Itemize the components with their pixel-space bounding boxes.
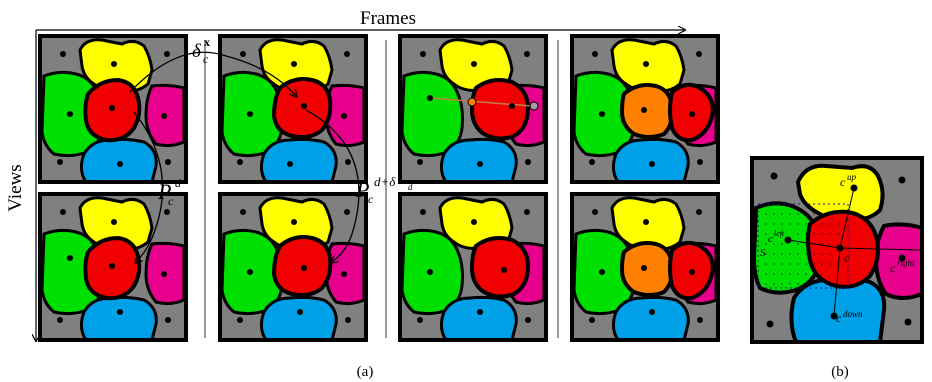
- tile-view2-frame3: [398, 192, 548, 342]
- tile-view1-frame3: [398, 34, 548, 184]
- delta-annotation: δ c x: [192, 35, 210, 66]
- c-center-label: c: [844, 251, 850, 265]
- svg-text:P: P: [157, 179, 171, 204]
- s-label: S: [760, 247, 766, 259]
- c-right-sup: right: [897, 258, 915, 268]
- views-label: Views: [5, 164, 26, 211]
- c-up-sup: up: [847, 172, 857, 182]
- svg-text:d: d: [408, 182, 413, 192]
- svg-text:c: c: [168, 194, 174, 208]
- frames-label: Frames: [360, 8, 416, 29]
- svg-text:δ: δ: [192, 41, 202, 62]
- tile-view1-frame2: [218, 34, 368, 184]
- c-down-sup: down: [843, 309, 863, 319]
- c-down-label: c: [836, 311, 842, 325]
- subfigure-b-label: (b): [831, 364, 849, 380]
- svg-text:d: d: [175, 176, 182, 190]
- svg-text:x: x: [204, 35, 210, 49]
- tile-b-neighborhood: c up c left c c right c down S: [750, 156, 924, 344]
- p-dd-arrow: [305, 109, 360, 262]
- c-up-label: c: [840, 175, 846, 189]
- tile-view2-frame4: [570, 192, 720, 342]
- p-d-annotation: P c d: [157, 176, 182, 208]
- delta-arrow: [129, 51, 296, 96]
- subfigure-a-label: (a): [357, 364, 374, 380]
- p-dd-annotation: P c d+δ d: [355, 174, 413, 206]
- tile-view2-frame1: [38, 192, 188, 342]
- tile-view2-frame2: [218, 192, 368, 342]
- svg-text:c: c: [368, 192, 374, 206]
- svg-text:c: c: [203, 52, 209, 66]
- c-right-label: c: [890, 261, 896, 275]
- svg-text:P: P: [355, 177, 369, 202]
- p-d-arrow: [133, 111, 164, 262]
- svg-text:d+δ: d+δ: [374, 174, 396, 189]
- tile-view1-frame4: [570, 34, 720, 184]
- tile-view1-frame1: [38, 34, 188, 184]
- c-left-label: c: [768, 233, 773, 245]
- c-left-sup: left: [774, 229, 785, 238]
